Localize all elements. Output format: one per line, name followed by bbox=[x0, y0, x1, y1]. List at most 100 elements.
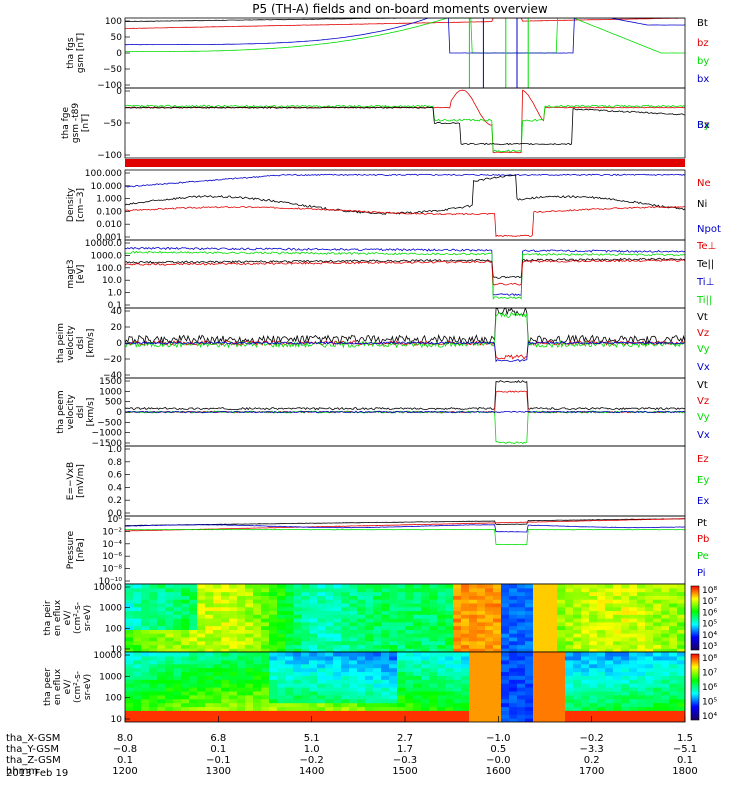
heatmap-cell bbox=[557, 618, 566, 623]
heatmap-cell bbox=[629, 618, 638, 623]
heatmap-cell bbox=[197, 667, 206, 673]
heatmap-cell bbox=[189, 629, 198, 634]
heatmap-cell bbox=[565, 584, 574, 589]
heatmap-cell bbox=[573, 629, 582, 634]
heatmap-cell bbox=[469, 648, 478, 652]
heatmap-cell bbox=[477, 644, 486, 649]
heatmap-cell bbox=[453, 633, 462, 638]
heatmap-cell bbox=[445, 610, 454, 615]
heatmap-cell bbox=[341, 618, 350, 623]
heatmap-cell bbox=[389, 640, 398, 646]
heatmap-cell bbox=[581, 683, 590, 688]
y-axis-label-line: velocity bbox=[66, 394, 76, 430]
heatmap-cell bbox=[237, 591, 246, 596]
heatmap-cell bbox=[589, 679, 598, 684]
heatmap-cell bbox=[453, 690, 462, 696]
heatmap-cell bbox=[621, 659, 630, 665]
y-tick-label: 100 bbox=[105, 624, 122, 634]
heatmap-cell bbox=[349, 644, 358, 649]
heatmap-cell bbox=[509, 683, 518, 688]
heatmap-cell bbox=[445, 683, 454, 688]
heatmap-cell bbox=[213, 663, 222, 669]
heatmap-cell bbox=[565, 671, 574, 676]
heatmap-cell bbox=[133, 679, 142, 684]
heatmap-cell bbox=[397, 644, 406, 649]
heatmap-cell bbox=[389, 675, 398, 680]
heatmap-cell bbox=[349, 698, 358, 704]
heatmap-cell bbox=[613, 610, 622, 615]
heatmap-cell bbox=[349, 710, 358, 715]
heatmap-cell bbox=[149, 587, 158, 593]
heatmap-cell bbox=[165, 595, 174, 600]
heatmap-cell bbox=[277, 587, 286, 593]
heatmap-cell bbox=[309, 633, 318, 638]
heatmap-cell bbox=[229, 698, 238, 704]
heatmap-cell bbox=[373, 644, 382, 649]
heatmap-cell bbox=[157, 625, 166, 630]
heatmap-cell bbox=[573, 606, 582, 612]
heatmap-cell bbox=[661, 663, 670, 669]
heatmap-cell bbox=[357, 625, 366, 630]
heatmap-cell bbox=[133, 644, 142, 649]
heatmap-cell bbox=[181, 644, 190, 649]
heatmap-cell bbox=[141, 663, 150, 669]
heatmap-cell bbox=[525, 667, 534, 673]
heatmap-cell bbox=[469, 663, 478, 669]
heatmap-cell bbox=[133, 694, 142, 700]
heatmap-cell bbox=[373, 714, 382, 719]
heatmap-cell bbox=[325, 599, 334, 604]
heatmap-cell bbox=[173, 648, 182, 652]
heatmap-cell bbox=[581, 636, 590, 642]
heatmap-cell bbox=[165, 629, 174, 634]
heatmap-cell bbox=[445, 640, 454, 646]
heatmap-cell bbox=[357, 687, 366, 692]
heatmap-cell bbox=[133, 584, 142, 589]
heatmap-cell bbox=[293, 675, 302, 680]
heatmap-cell bbox=[381, 610, 390, 615]
heatmap-cell bbox=[149, 679, 158, 684]
heatmap-cell bbox=[645, 659, 654, 665]
heatmap-cell bbox=[269, 587, 278, 593]
heatmap-cell bbox=[181, 694, 190, 700]
heatmap-cell bbox=[469, 687, 478, 692]
heatmap-cell bbox=[661, 602, 670, 608]
heatmap-cell bbox=[261, 591, 270, 596]
heatmap-cell bbox=[477, 714, 486, 719]
heatmap-cell bbox=[397, 606, 406, 612]
heatmap-cell bbox=[485, 663, 494, 669]
heatmap-cell bbox=[229, 618, 238, 623]
heatmap-cell bbox=[565, 675, 574, 680]
heatmap-cell bbox=[621, 714, 630, 719]
heatmap-cell bbox=[301, 687, 310, 692]
heatmap-cell bbox=[669, 614, 678, 619]
heatmap-cell bbox=[501, 659, 510, 665]
heatmap-cell bbox=[173, 625, 182, 630]
heatmap-cell bbox=[133, 663, 142, 669]
heatmap-cell bbox=[285, 671, 294, 676]
heatmap-cell bbox=[261, 595, 270, 600]
heatmap-cell bbox=[205, 621, 214, 627]
heatmap-cell bbox=[485, 702, 494, 708]
heatmap-cell bbox=[381, 636, 390, 642]
heatmap-cell bbox=[541, 702, 550, 708]
heatmap-cell bbox=[205, 610, 214, 615]
heatmap-cell bbox=[613, 710, 622, 715]
heatmap-cell bbox=[333, 663, 342, 669]
heatmap-cell bbox=[325, 595, 334, 600]
heatmap-cell bbox=[405, 675, 414, 680]
heatmap-cell bbox=[413, 683, 422, 688]
heatmap-cell bbox=[669, 652, 678, 657]
heatmap-cell bbox=[293, 602, 302, 608]
heatmap-cell bbox=[285, 595, 294, 600]
heatmap-cell bbox=[445, 652, 454, 657]
heatmap-cell bbox=[637, 644, 646, 649]
heatmap-cell bbox=[349, 702, 358, 708]
heatmap-cell bbox=[661, 633, 670, 638]
heatmap-cell bbox=[509, 679, 518, 684]
heatmap-cell bbox=[533, 690, 542, 696]
heatmap-cell bbox=[533, 718, 542, 722]
heatmap-cell bbox=[341, 706, 350, 711]
heatmap-cell bbox=[653, 671, 662, 676]
